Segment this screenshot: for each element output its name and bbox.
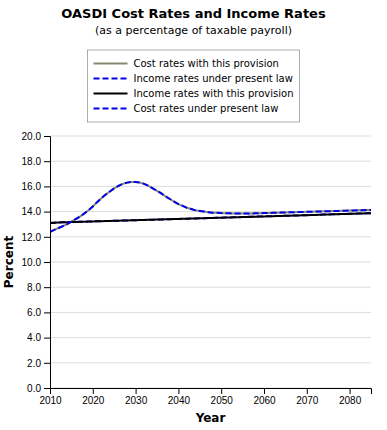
x-axis-title: Year	[195, 411, 226, 425]
tick: 14.0	[22, 206, 50, 217]
tick: 20.0	[22, 131, 50, 142]
tick-label: 16.0	[22, 181, 42, 192]
tick-label: 2050	[211, 395, 234, 406]
legend-label: Income rates under present law	[134, 73, 293, 84]
tick-label: 2020	[82, 395, 105, 406]
tick: 16.0	[22, 181, 50, 192]
tick-mark	[44, 388, 50, 389]
tick-label: 6.0	[27, 307, 41, 318]
tick: 8.0	[27, 282, 50, 293]
legend-swatch	[94, 93, 128, 95]
legend-box	[88, 50, 300, 122]
grid-line	[50, 312, 371, 313]
tick-label: 8.0	[27, 282, 41, 293]
tick-mark	[44, 262, 50, 263]
grid-line	[50, 287, 371, 288]
tick-label: 10.0	[22, 257, 42, 268]
tick-mark	[44, 186, 50, 187]
plot-area	[50, 182, 371, 232]
chart: OASDI Cost Rates and Income Rates (as a p…	[0, 0, 387, 430]
tick-label: 20.0	[22, 131, 42, 142]
grid-line	[50, 262, 371, 263]
tick-label: 0.0	[27, 383, 41, 394]
tick-label: 2060	[253, 395, 276, 406]
tick: 2020	[82, 388, 105, 406]
grid-line	[50, 186, 371, 187]
tick-mark	[44, 136, 50, 137]
axis-line	[51, 389, 372, 395]
line	[50, 182, 371, 232]
tick: 18.0	[22, 156, 50, 167]
tick: 2050	[211, 388, 234, 406]
legend-swatch	[94, 108, 128, 110]
tick-mark	[264, 388, 265, 394]
tick-label: 2040	[168, 395, 191, 406]
legend-label: Cost rates with this provision	[134, 58, 279, 69]
tick-label: 18.0	[22, 156, 42, 167]
grid-line	[50, 337, 371, 338]
grid-line	[50, 236, 371, 237]
tick-label: 2030	[125, 395, 148, 406]
tick: 2070	[296, 388, 319, 406]
tick: 2010	[39, 388, 62, 406]
grid-line	[50, 161, 371, 162]
tick-mark	[136, 388, 137, 394]
tick-mark	[221, 388, 222, 394]
tick: 2040	[168, 388, 191, 406]
tick: 4.0	[27, 332, 50, 343]
tick-mark	[44, 212, 50, 213]
tick-label: 14.0	[22, 206, 42, 217]
legend: Cost rates with this provision Income rat…	[88, 50, 300, 122]
tick: 2060	[253, 388, 276, 406]
tick-mark	[44, 287, 50, 288]
tick: 2030	[125, 388, 148, 406]
y-axis-title: Percent	[2, 236, 16, 289]
line	[50, 213, 371, 223]
tick-mark	[178, 388, 179, 394]
legend-swatch	[94, 63, 128, 65]
tick-mark	[93, 388, 94, 394]
x-axis: 2010 2020 2030 2040 2050 2060 2070 2080	[39, 388, 371, 406]
tick: 2080	[339, 388, 362, 406]
legend-label: Income rates with this provision	[134, 88, 294, 99]
y-axis: 0.0 2.0 4.0 6.0 8.0 10.0 12.0 14.0 16.0 18.0 20.0	[22, 131, 51, 394]
grid-line	[50, 362, 371, 363]
grid-line	[50, 136, 371, 137]
tick: 0.0	[27, 383, 50, 394]
axis-line	[44, 137, 51, 389]
tick-mark	[44, 312, 50, 313]
tick-mark	[44, 237, 50, 238]
tick-label: 2010	[39, 395, 62, 406]
grid	[50, 136, 371, 388]
tick-mark	[307, 388, 308, 394]
tick: 12.0	[22, 232, 50, 243]
subtitle: (as a percentage of taxable payroll)	[95, 24, 292, 37]
tick-label: 2.0	[27, 358, 41, 369]
tick: 2.0	[27, 358, 50, 369]
tick-mark	[44, 363, 50, 364]
legend-swatch	[94, 78, 128, 80]
tick-label: 2070	[296, 395, 319, 406]
line	[50, 182, 371, 232]
tick-mark	[44, 161, 50, 162]
tick-label: 12.0	[22, 232, 42, 243]
title: OASDI Cost Rates and Income Rates	[61, 6, 326, 21]
tick-mark	[350, 388, 351, 394]
tick: 6.0	[27, 307, 50, 318]
tick: 10.0	[22, 257, 50, 268]
tick-label: 2080	[339, 395, 362, 406]
legend-label: Cost rates under present law	[134, 103, 279, 114]
tick-mark	[44, 338, 50, 339]
line	[50, 213, 371, 223]
tick-label: 4.0	[27, 332, 41, 343]
